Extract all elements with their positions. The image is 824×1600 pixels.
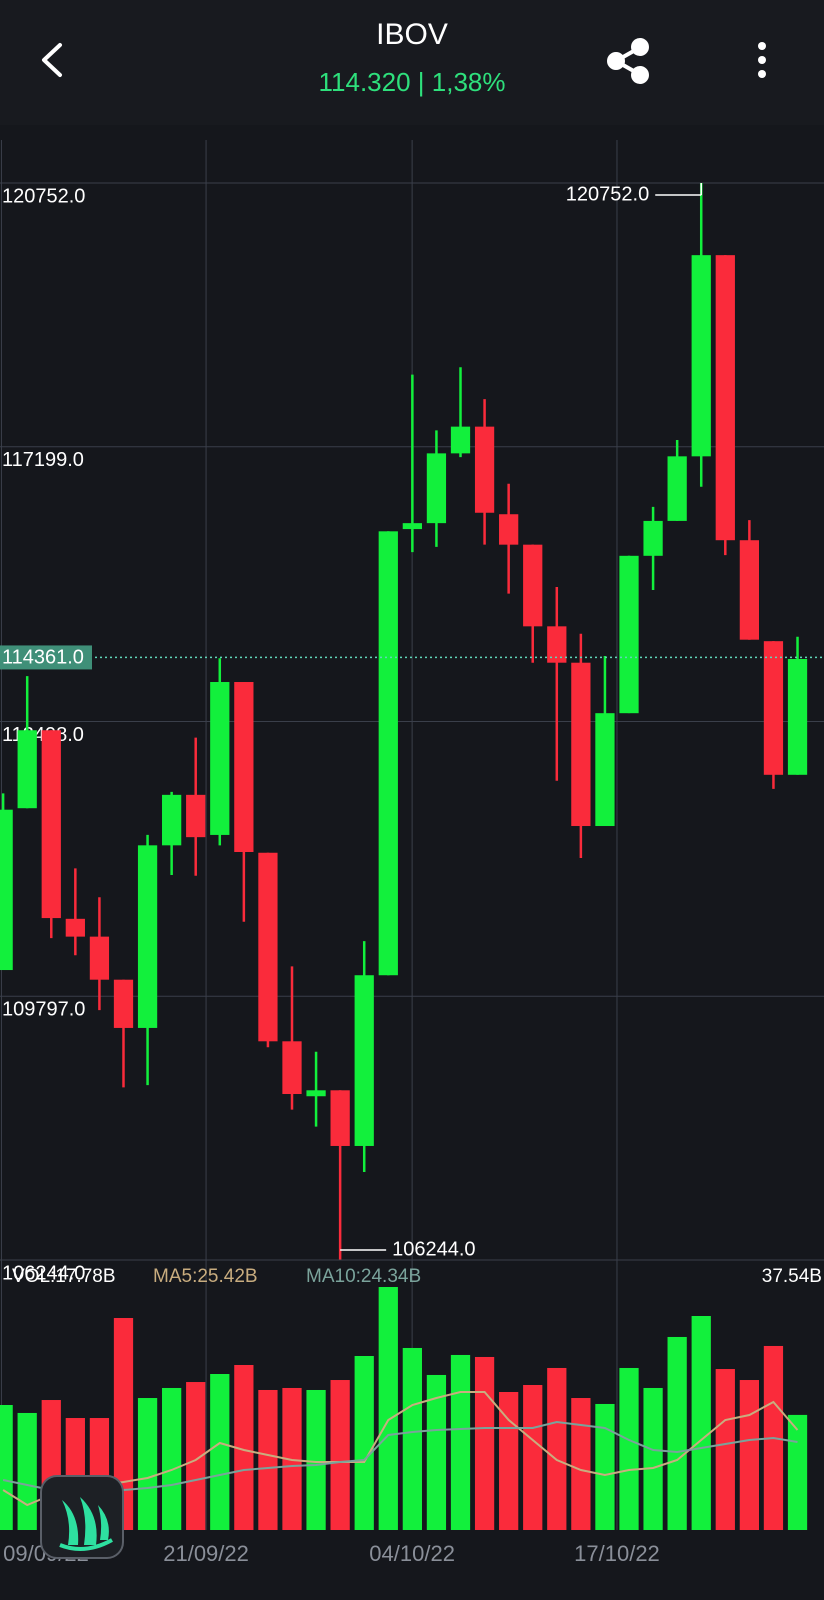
header-bar xyxy=(0,0,824,125)
volume-bar xyxy=(162,1387,182,1530)
x-tick-label: 21/09/22 xyxy=(163,1541,249,1566)
volume-bar xyxy=(691,1315,711,1530)
candle-body xyxy=(619,555,639,714)
volume-bar xyxy=(402,1347,422,1530)
candle-body xyxy=(0,809,13,971)
candle-body xyxy=(523,544,543,627)
volume-bar xyxy=(715,1369,735,1530)
quote: 114.320 | 1,38% xyxy=(319,67,506,97)
candle-body xyxy=(643,520,663,556)
candle-body xyxy=(402,523,422,530)
candle-body xyxy=(450,426,471,454)
y-tick-label: 120752.0 xyxy=(2,185,85,207)
candle-body xyxy=(667,456,687,521)
volume-bar xyxy=(450,1354,471,1530)
volume-bar xyxy=(571,1398,591,1530)
min-marker-label: 106244.0 xyxy=(392,1238,475,1260)
menu-button[interactable] xyxy=(758,42,766,78)
candle-body xyxy=(691,255,711,457)
candle-body xyxy=(17,730,37,809)
y-tick-label: 109797.0 xyxy=(2,999,85,1021)
ma10-legend: MA10:24.34B xyxy=(306,1266,421,1287)
volume-bar xyxy=(306,1389,326,1530)
candle-body xyxy=(113,979,134,1028)
volume-bar xyxy=(186,1382,206,1530)
volume-bar xyxy=(17,1412,37,1530)
candle-body xyxy=(378,531,398,976)
candle-body xyxy=(787,658,808,775)
y-tick-label: 117199.0 xyxy=(2,449,84,471)
candle-body xyxy=(210,682,230,835)
last-price-label: 114361.0 xyxy=(2,647,84,669)
candle-body xyxy=(739,540,760,640)
candle-body xyxy=(426,453,447,524)
volume-bar xyxy=(595,1403,615,1530)
volume-bar xyxy=(426,1374,447,1530)
volume-max-label: 37.54B xyxy=(762,1266,822,1287)
candle-body xyxy=(89,936,110,980)
volume-legend: VOL:17.78B xyxy=(12,1266,116,1287)
candle-body xyxy=(162,794,182,846)
volume-bar xyxy=(667,1336,687,1530)
volume-bar xyxy=(0,1405,13,1530)
max-marker-label: 120752.0 xyxy=(566,183,649,205)
volume-bar xyxy=(474,1356,495,1530)
volume-bar xyxy=(137,1398,158,1530)
share-button[interactable] xyxy=(607,38,649,84)
candle-body xyxy=(234,682,254,853)
candle-body xyxy=(547,626,567,663)
y-tick-label: 106244.0 xyxy=(2,1262,85,1284)
candle-body xyxy=(306,1090,326,1097)
volume-bar xyxy=(113,1318,134,1530)
volume-bar xyxy=(499,1391,519,1530)
volume-bar xyxy=(739,1380,760,1530)
candle-body xyxy=(186,794,206,838)
candle-body xyxy=(715,255,735,541)
ma5-line xyxy=(2,1391,799,1507)
candle-body xyxy=(354,975,374,1146)
candle-body xyxy=(763,641,784,775)
volume-bar xyxy=(378,1287,398,1530)
ma10-line xyxy=(2,1420,798,1491)
candle-body xyxy=(571,662,591,827)
volume-bar xyxy=(210,1373,230,1530)
last-price-box xyxy=(0,645,92,670)
title: IBOV xyxy=(376,18,448,51)
volume-bar xyxy=(354,1356,374,1530)
candle-body xyxy=(137,845,158,1028)
candle-body xyxy=(258,852,278,1042)
volume-bar xyxy=(523,1385,543,1530)
candle-body xyxy=(41,730,61,919)
candle-body xyxy=(499,514,519,545)
volume-bar xyxy=(619,1367,639,1530)
volume-bar xyxy=(330,1380,350,1530)
volume-bar xyxy=(234,1365,254,1530)
candle-body xyxy=(330,1090,350,1146)
volume-bar xyxy=(643,1387,663,1530)
ma5-legend: MA5:25.42B xyxy=(153,1266,258,1287)
x-tick-label: 04/10/22 xyxy=(369,1541,455,1566)
logo-button[interactable] xyxy=(40,1475,124,1559)
volume-bar xyxy=(787,1414,808,1530)
x-tick-label: 17/10/22 xyxy=(574,1541,660,1566)
candle-body xyxy=(282,1041,302,1095)
candle-body xyxy=(595,713,615,827)
candle-body xyxy=(65,918,85,937)
back-button[interactable] xyxy=(42,43,62,77)
candle-body xyxy=(474,426,495,513)
volume-bar xyxy=(258,1389,278,1530)
volume-bar xyxy=(547,1367,567,1530)
